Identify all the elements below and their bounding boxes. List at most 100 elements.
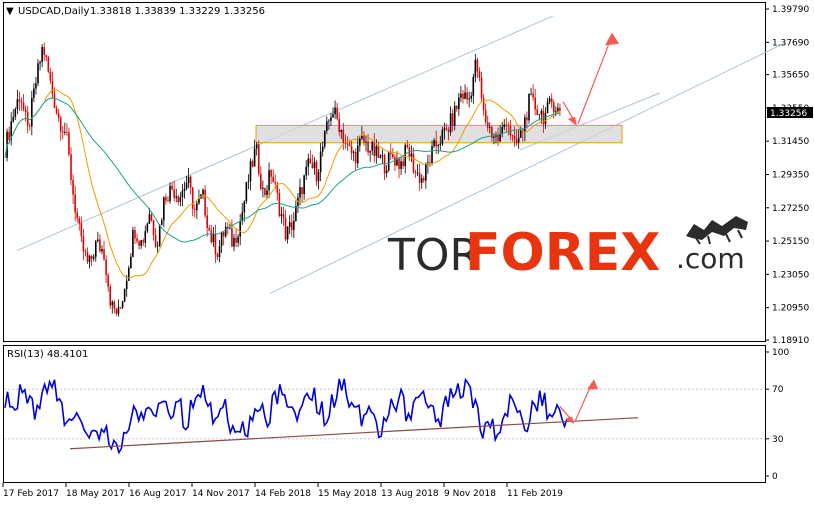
candle-body bbox=[422, 178, 425, 181]
candle-body bbox=[488, 126, 491, 128]
candle-body bbox=[406, 144, 409, 148]
candle-body bbox=[435, 140, 437, 147]
ohlc-values: 1.33818 1.33839 1.33229 1.33256 bbox=[90, 6, 265, 17]
candle-body bbox=[266, 190, 268, 195]
price-tick-label: 1.25150 bbox=[772, 237, 809, 247]
candle-body bbox=[181, 190, 184, 198]
candle-body bbox=[398, 158, 400, 169]
candle-body bbox=[332, 114, 334, 118]
candle-body bbox=[68, 132, 70, 155]
candle-body bbox=[189, 176, 192, 188]
arrow-down-head bbox=[568, 116, 577, 127]
candle-body bbox=[196, 203, 198, 211]
collapse-arrow-icon[interactable]: ▼ bbox=[6, 6, 14, 17]
candle-body bbox=[255, 144, 258, 149]
candle-body bbox=[519, 129, 522, 138]
rsi-tick-label: 100 bbox=[772, 348, 789, 358]
candle-body bbox=[165, 197, 167, 201]
candle-body bbox=[396, 158, 398, 166]
candle-body bbox=[175, 196, 178, 198]
candle-body bbox=[460, 93, 462, 98]
candle-body bbox=[394, 157, 396, 166]
candle-body bbox=[348, 144, 351, 147]
candle-body bbox=[117, 307, 120, 314]
candle-body bbox=[253, 148, 256, 167]
price-tick-label: 1.27250 bbox=[772, 204, 809, 214]
rsi-arrow-down-head bbox=[565, 416, 574, 424]
candle-body bbox=[61, 131, 64, 133]
candle-body bbox=[464, 92, 466, 99]
candle-body bbox=[453, 105, 456, 126]
candle-body bbox=[31, 97, 33, 127]
candle-body bbox=[528, 93, 530, 121]
candle-body bbox=[480, 77, 483, 99]
price-tick-label: 1.18910 bbox=[772, 336, 809, 346]
candle-body bbox=[359, 138, 361, 146]
candle-body bbox=[344, 142, 347, 144]
candle-body bbox=[206, 215, 208, 228]
candle-body bbox=[16, 99, 19, 110]
candle-body bbox=[410, 153, 413, 157]
candle-body bbox=[22, 102, 25, 110]
candle-body bbox=[239, 221, 241, 237]
candle-body bbox=[86, 252, 89, 262]
candle-body bbox=[486, 122, 489, 128]
candle-body bbox=[517, 137, 520, 143]
candle-body bbox=[447, 129, 450, 133]
candle-body bbox=[301, 187, 303, 195]
candle-body bbox=[208, 227, 211, 231]
candle-body bbox=[455, 105, 458, 110]
candle-body bbox=[191, 187, 194, 209]
candle-body bbox=[204, 189, 206, 216]
candle-body bbox=[400, 161, 402, 169]
price-tick-label: 1.37690 bbox=[772, 38, 809, 48]
rsi-series-layer bbox=[4, 377, 765, 455]
candle-body bbox=[418, 172, 421, 183]
candle-body bbox=[10, 121, 12, 140]
candle-body bbox=[92, 256, 95, 259]
candle-body bbox=[270, 170, 272, 177]
candle-body bbox=[198, 198, 200, 204]
candle-body bbox=[268, 170, 270, 191]
candle-body bbox=[385, 170, 388, 174]
candle-body bbox=[262, 187, 264, 189]
candle-body bbox=[148, 214, 151, 224]
candle-body bbox=[233, 237, 235, 247]
candle-body bbox=[140, 240, 142, 246]
date-tick-label: 13 Aug 2018 bbox=[381, 489, 439, 499]
candle-body bbox=[319, 151, 322, 173]
candle-body bbox=[311, 163, 314, 168]
candle-body bbox=[109, 286, 112, 306]
current-price-marker bbox=[767, 107, 813, 118]
candle-body bbox=[76, 212, 79, 219]
candle-body bbox=[111, 301, 114, 306]
candle-body bbox=[330, 117, 332, 121]
candle-body bbox=[142, 240, 145, 243]
candle-body bbox=[227, 226, 229, 229]
rsi-trendline bbox=[69, 417, 639, 450]
candle-body bbox=[55, 108, 58, 114]
candle-body bbox=[295, 206, 297, 221]
candle-body bbox=[121, 301, 124, 308]
candle-body bbox=[187, 176, 190, 183]
candle-body bbox=[392, 154, 394, 158]
candle-body bbox=[437, 144, 440, 147]
candle-body bbox=[222, 232, 225, 237]
candle-body bbox=[555, 111, 557, 113]
bull-bear-icon bbox=[686, 216, 748, 245]
candle-body bbox=[303, 175, 305, 195]
candle-body bbox=[274, 182, 277, 184]
candle-body bbox=[445, 128, 448, 130]
candle-body bbox=[326, 121, 328, 131]
candle-body bbox=[414, 172, 417, 174]
candle-body bbox=[497, 134, 499, 142]
rsi-tick-label: 70 bbox=[772, 385, 784, 395]
candle-body bbox=[179, 197, 182, 203]
candle-body bbox=[20, 101, 23, 103]
candle-body bbox=[84, 251, 87, 253]
candle-body bbox=[451, 113, 454, 126]
candle-body bbox=[536, 109, 539, 115]
candle-body bbox=[53, 94, 56, 109]
candle-body bbox=[115, 308, 118, 314]
price-tick-label: 1.29350 bbox=[772, 171, 809, 181]
